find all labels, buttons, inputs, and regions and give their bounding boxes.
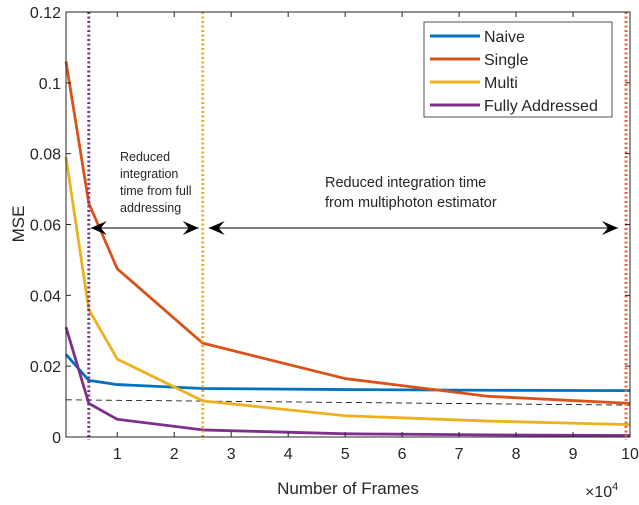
legend-label: Fully Addressed <box>484 98 598 115</box>
x-tick-label: 6 <box>398 446 407 463</box>
x-tick-label: 7 <box>455 446 464 463</box>
series-line-single <box>64 61 631 405</box>
x-tick-label: 10 <box>621 446 639 463</box>
y-tick-label: 0.12 <box>30 5 61 22</box>
y-tick-label: 0.06 <box>30 218 61 235</box>
y-axis-label: MSE <box>9 206 28 243</box>
x-axis-label: Number of Frames <box>277 479 419 498</box>
annotation-text: addressing <box>120 201 181 215</box>
legend-label: Naive <box>484 29 525 46</box>
y-tick-label: 0.02 <box>30 359 61 376</box>
annotation-text: time from full <box>120 184 192 198</box>
arrow-head-left-icon <box>90 221 107 236</box>
series-line-fully-addressed <box>64 326 631 437</box>
arrow-head-left-icon <box>208 221 225 236</box>
legend-label: Multi <box>484 75 518 92</box>
annotation-text: from multiphoton estimator <box>325 195 497 211</box>
reference-line <box>65 399 631 406</box>
x-exponent-label: ×104 <box>585 481 618 500</box>
y-tick-label: 0.04 <box>30 288 61 305</box>
x-tick-label: 2 <box>170 446 179 463</box>
x-tick-label: 9 <box>569 446 578 463</box>
legend: Naive Single Multi Fully Addressed <box>423 21 613 118</box>
arrow-head-right-icon <box>602 221 618 236</box>
annotation-text: Reduced integration time <box>325 175 486 191</box>
x-tick-label: 1 <box>113 446 122 463</box>
y-tick-label: 0.08 <box>30 147 61 164</box>
annotation-text: integration <box>120 167 178 181</box>
arrow-head-right-icon <box>182 221 199 236</box>
x-tick-label: 5 <box>341 446 350 463</box>
y-tick-label: 0.1 <box>39 76 61 93</box>
annotation-text: Reduced <box>120 150 170 164</box>
x-tick-label: 8 <box>512 446 521 463</box>
y-tick-label: 0 <box>52 430 61 447</box>
series-line-naive <box>64 353 631 393</box>
legend-label: Single <box>484 52 529 69</box>
x-tick-label: 4 <box>284 446 293 463</box>
x-tick-label: 3 <box>227 446 236 463</box>
